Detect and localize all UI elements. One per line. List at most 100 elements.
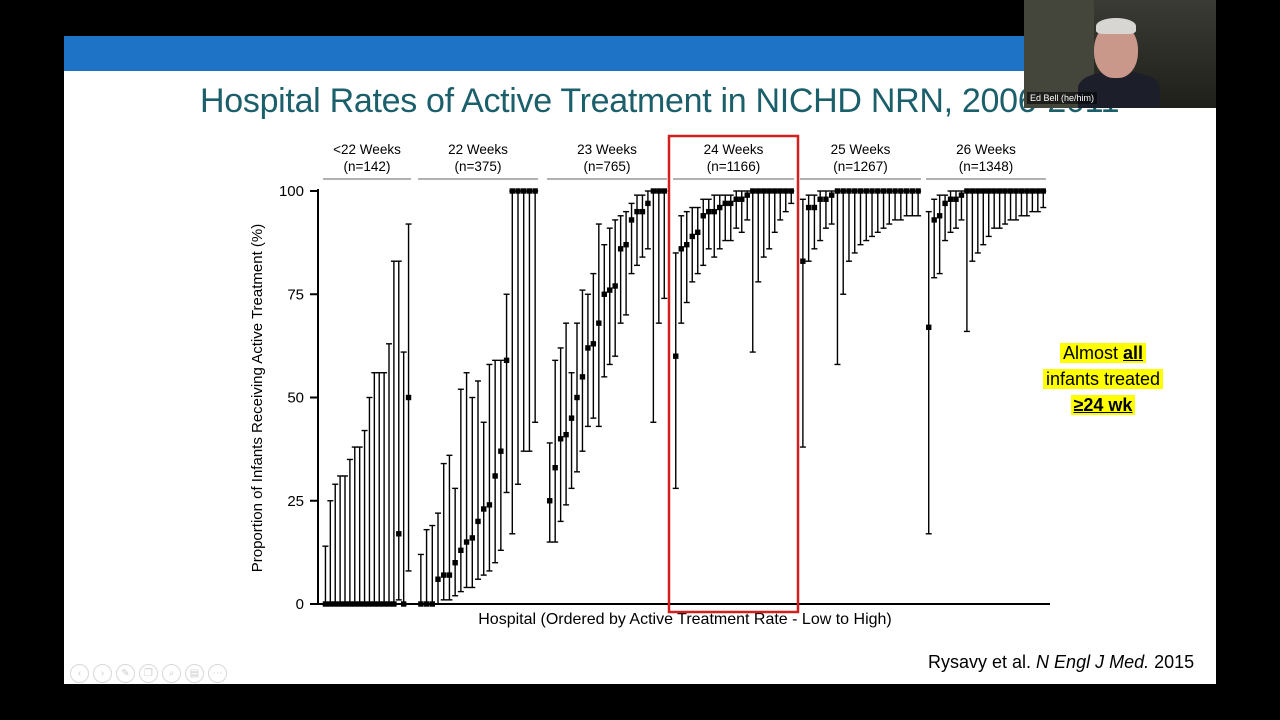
- chart: Proportion of Infants Receiving Active T…: [249, 134, 1050, 628]
- callout-line1-prefix: Almost: [1062, 343, 1123, 363]
- group-n-label: (n=1267): [833, 159, 887, 174]
- data-point: [396, 531, 402, 537]
- data-point: [869, 188, 875, 194]
- chart-group: 23 Weeks (n=765): [546, 142, 668, 543]
- x-axis-label: Hospital (Ordered by Active Treatment Ra…: [478, 611, 892, 628]
- data-point: [886, 188, 893, 194]
- data-point: [926, 324, 932, 330]
- data-point: [435, 576, 441, 582]
- data-point: [733, 196, 739, 202]
- callout-box: Almost all infants treated ≥24 wk: [1032, 340, 1174, 418]
- data-point: [337, 601, 343, 607]
- data-point: [347, 601, 353, 607]
- group-n-label: (n=1166): [707, 159, 760, 174]
- data-point: [1018, 188, 1025, 194]
- back-icon[interactable]: ‹: [70, 664, 89, 683]
- data-point: [418, 601, 424, 607]
- data-point: [361, 601, 368, 607]
- data-point: [381, 601, 387, 607]
- data-point: [673, 353, 679, 359]
- data-point: [755, 188, 761, 194]
- data-point: [607, 287, 613, 293]
- copy-icon[interactable]: ❐: [139, 664, 158, 683]
- data-point: [628, 217, 635, 223]
- data-point: [656, 188, 662, 194]
- group-label: <22 Weeks: [333, 142, 401, 157]
- data-point: [678, 246, 684, 252]
- y-tick-label: 75: [287, 286, 304, 303]
- chart-group: 22 Weeks (n=375): [417, 142, 539, 607]
- data-point: [834, 188, 841, 194]
- data-point: [1029, 188, 1036, 194]
- data-point: [706, 208, 712, 215]
- video-thumbnail[interactable]: Ed Bell (he/him): [1024, 0, 1216, 108]
- y-tick-label: 0: [296, 596, 304, 613]
- group-label: 22 Weeks: [448, 142, 508, 157]
- data-point: [942, 200, 948, 207]
- data-point: [322, 601, 329, 607]
- chart-group: 24 Weeks (n=1166): [672, 142, 795, 490]
- group-n-label: (n=142): [344, 159, 391, 174]
- group-label: 23 Weeks: [577, 142, 637, 157]
- data-point: [717, 204, 723, 211]
- data-point: [739, 196, 745, 202]
- data-point: [579, 374, 586, 380]
- data-point: [975, 188, 981, 194]
- highlight-box-24-weeks: [667, 134, 800, 614]
- data-point: [612, 283, 618, 289]
- data-point: [371, 601, 378, 607]
- data-point: [492, 473, 498, 479]
- data-point: [429, 601, 435, 607]
- callout-line2: infants treated: [1042, 369, 1164, 389]
- data-point: [947, 196, 954, 202]
- data-point: [846, 188, 852, 194]
- slides-icon[interactable]: ▤: [185, 664, 204, 683]
- data-point: [486, 502, 493, 508]
- data-point: [811, 204, 818, 211]
- zoom-icon[interactable]: ⌕: [162, 664, 181, 683]
- group-label: 25 Weeks: [831, 142, 891, 157]
- data-point: [532, 188, 538, 194]
- data-point: [695, 229, 701, 235]
- data-point: [909, 188, 916, 194]
- data-point: [521, 188, 527, 194]
- data-point: [936, 213, 943, 219]
- callout-line1: Almost all: [1059, 343, 1147, 363]
- data-point: [772, 188, 778, 194]
- data-point: [828, 192, 835, 198]
- data-point: [623, 241, 629, 248]
- data-point: [526, 188, 533, 194]
- data-point: [391, 601, 397, 607]
- data-point: [915, 188, 921, 194]
- group-n-label: (n=765): [584, 159, 631, 174]
- data-point: [689, 233, 695, 240]
- data-point: [327, 601, 334, 607]
- y-axis-label: Proportion of Infants Receiving Active T…: [249, 224, 266, 573]
- data-point: [1013, 188, 1019, 194]
- data-point: [557, 436, 564, 442]
- data-point: [481, 506, 487, 512]
- data-point: [980, 188, 986, 194]
- citation-year: 2015: [1149, 652, 1195, 672]
- data-point: [463, 539, 470, 545]
- data-point: [574, 394, 580, 401]
- callout-line3-text: ≥24 wk: [1073, 395, 1133, 415]
- data-point: [898, 188, 904, 194]
- data-point: [840, 188, 846, 194]
- data-point: [585, 345, 591, 351]
- more-icon[interactable]: ⋯: [208, 664, 227, 683]
- forward-icon[interactable]: ›: [93, 664, 112, 683]
- data-point: [996, 188, 1003, 194]
- citation-journal: N Engl J Med.: [1036, 652, 1150, 672]
- data-point: [356, 601, 363, 607]
- data-point: [498, 448, 504, 454]
- pen-icon[interactable]: ✎: [116, 664, 135, 683]
- data-point: [744, 192, 750, 198]
- data-point: [931, 217, 937, 223]
- data-point: [366, 601, 373, 607]
- slide: Hospital Rates of Active Treatment in NI…: [64, 36, 1216, 684]
- data-point: [386, 601, 392, 607]
- data-point: [783, 188, 789, 194]
- data-point: [805, 204, 812, 211]
- data-point: [650, 188, 657, 194]
